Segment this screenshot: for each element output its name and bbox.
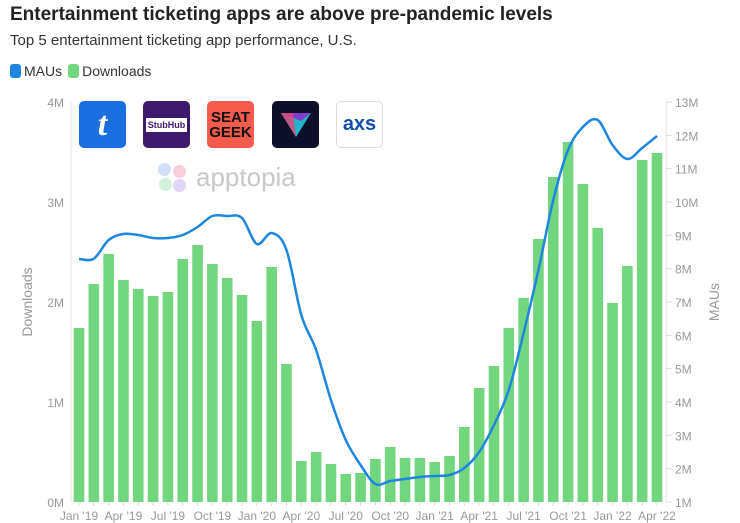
x-tick-label: Jul '19 <box>151 509 186 523</box>
stubhub-logo: StubHub <box>143 101 190 148</box>
downloads-bar <box>355 473 366 502</box>
downloads-bar <box>221 278 233 502</box>
downloads-bar <box>207 264 218 502</box>
downloads-bar <box>622 266 633 502</box>
left-tick-label: 2M <box>47 296 64 310</box>
downloads-bar <box>266 267 277 502</box>
downloads-bar <box>103 254 114 502</box>
downloads-bar <box>370 459 381 502</box>
ticketmaster-logo: t <box>79 101 126 148</box>
downloads-bar <box>636 160 648 502</box>
downloads-bar <box>162 292 174 502</box>
downloads-bar <box>281 364 292 502</box>
x-tick-label: Apr '21 <box>460 509 498 523</box>
vividseats-logo <box>272 101 319 148</box>
x-tick-label: Jan '20 <box>238 509 277 523</box>
downloads-bar <box>429 462 440 502</box>
downloads-bar <box>444 456 455 502</box>
x-tick-label: Jul '21 <box>506 509 541 523</box>
left-tick-label: 3M <box>47 196 64 210</box>
y-axis-label: Downloads <box>19 267 35 336</box>
downloads-bar <box>459 427 470 502</box>
right-tick-label: 4M <box>675 396 692 410</box>
right-tick-label: 7M <box>675 296 692 310</box>
downloads-bar <box>118 280 129 502</box>
downloads-bar <box>236 295 248 502</box>
right-tick-label: 2M <box>675 463 692 477</box>
downloads-bar <box>177 259 189 502</box>
downloads-bar <box>473 388 485 502</box>
x-tick-label: Apr '19 <box>105 509 143 523</box>
right-tick-label: 6M <box>675 329 692 343</box>
apptopia-wordmark: apptopia <box>196 162 296 192</box>
chart-subtitle: Top 5 entertainment ticketing app perfor… <box>10 32 357 49</box>
left-tick-label: 0M <box>47 496 64 510</box>
x-tick-label: Jul '20 <box>329 509 364 523</box>
x-tick-label: Jan '22 <box>593 509 632 523</box>
right-tick-label: 1M <box>675 496 692 510</box>
legend-label-downloads: Downloads <box>82 63 152 79</box>
downloads-bar <box>562 142 574 502</box>
downloads-bar <box>251 321 263 502</box>
downloads-bar <box>340 474 352 502</box>
left-tick-label: 4M <box>47 96 64 110</box>
downloads-bar <box>651 153 663 502</box>
right-tick-label: 8M <box>675 263 692 277</box>
axs-logo: axs <box>336 101 383 148</box>
chart-title: Entertainment ticketing apps are above p… <box>10 4 553 25</box>
right-tick-label: 9M <box>675 229 692 243</box>
x-tick-label: Jan '21 <box>416 509 455 523</box>
downloads-bar <box>88 284 100 502</box>
downloads-bar <box>488 366 500 502</box>
downloads-bar <box>547 177 559 502</box>
right-tick-label: 3M <box>675 429 692 443</box>
x-tick-label: Oct '20 <box>371 509 409 523</box>
apptopia-logo-icon <box>158 162 188 193</box>
x-tick-label: Apr '20 <box>282 509 320 523</box>
legend-item-maus[interactable]: MAUs <box>10 63 62 79</box>
downloads-bar <box>73 328 85 502</box>
right-tick-label: 13M <box>675 96 698 110</box>
triangle-icon <box>280 112 311 137</box>
downloads-bar <box>147 296 159 502</box>
right-tick-label: 10M <box>675 196 698 210</box>
right-tick-label: 11M <box>675 163 697 177</box>
legend-item-downloads[interactable]: Downloads <box>68 63 151 79</box>
downloads-bar <box>518 298 529 502</box>
legend: MAUs Downloads <box>10 63 151 79</box>
downloads-bar <box>192 245 203 502</box>
x-tick-label: Oct '21 <box>549 509 587 523</box>
x-tick-label: Apr '22 <box>638 509 676 523</box>
downloads-bar <box>325 464 337 502</box>
legend-label-maus: MAUs <box>24 63 63 79</box>
stubhub-logo-text: StubHub <box>145 117 188 132</box>
downloads-bar <box>503 328 515 502</box>
downloads-bar <box>607 303 618 502</box>
apptopia-watermark: apptopia <box>158 162 296 193</box>
right-tick-label: 5M <box>675 363 692 377</box>
downloads-bar <box>296 461 307 502</box>
right-tick-label: 12M <box>675 129 698 143</box>
seatgeek-logo: SEAT GEEK <box>207 101 254 148</box>
downloads-bar <box>310 452 322 502</box>
downloads-bar <box>577 184 589 502</box>
x-tick-label: Jan '19 <box>60 509 99 523</box>
left-tick-label: 1M <box>47 396 64 410</box>
maus-line <box>78 117 658 487</box>
downloads-bar <box>414 458 426 502</box>
x-tick-label: Oct '19 <box>194 509 232 523</box>
downloads-bar <box>384 447 396 502</box>
downloads-bar <box>132 289 144 502</box>
downloads-bar <box>592 228 604 502</box>
downloads-bar <box>533 239 544 502</box>
y2-axis-label: MAUs <box>706 283 722 321</box>
